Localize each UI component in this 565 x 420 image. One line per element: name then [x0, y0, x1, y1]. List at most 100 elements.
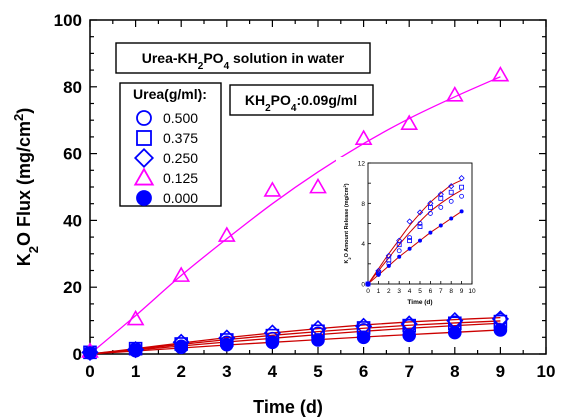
- legend-marker: [133, 167, 155, 186]
- inset-y-tick-label: 12: [358, 161, 366, 168]
- data-point-0-125: [354, 129, 373, 145]
- inset-x-tick-label: 8: [449, 288, 453, 295]
- inset-x-tick-label: 7: [439, 288, 443, 295]
- x-tick-label: 3: [222, 362, 231, 381]
- inset-y-tick-label: 4: [361, 241, 365, 248]
- data-point-0-000: [128, 343, 143, 358]
- x-tick-label: 1: [131, 362, 140, 381]
- inset-fit-line: [367, 179, 462, 285]
- inset-data-point-0-000: [417, 238, 422, 243]
- kh2po4-label: KH2PO4:0.09g/ml: [245, 92, 357, 114]
- inset-background: [336, 157, 484, 312]
- inset-data-point-0-250: [458, 175, 465, 182]
- y-tick-label: 60: [63, 145, 82, 164]
- y-tick-label: 80: [63, 78, 82, 97]
- inset-data-point-0-000: [365, 281, 370, 286]
- annotations: Urea-KH2PO4 solution in water KH2PO4:0.09…: [115, 42, 374, 207]
- x-tick-label: 0: [85, 362, 94, 381]
- data-point-0-000: [174, 340, 188, 355]
- data-point-0-125: [400, 114, 419, 130]
- inset-x-tick-label: 10: [468, 288, 476, 295]
- data-point-0-000: [265, 335, 280, 350]
- inset-x-tick-label: 2: [387, 288, 391, 295]
- inset-x-tick-label: 4: [408, 288, 412, 295]
- data-point-0-125: [445, 86, 464, 102]
- legend-label: 0.250: [163, 150, 198, 166]
- data-point-0-125: [172, 266, 191, 282]
- inset-data-point-0-250: [427, 200, 434, 207]
- inset-fit-line: [367, 189, 462, 285]
- legend-marker: [133, 147, 155, 169]
- legend-label: 0.500: [163, 110, 198, 126]
- inset-data-point-0-500: [396, 248, 402, 254]
- inset-x-tick-label: 6: [429, 288, 433, 295]
- inset-x-tick-label: 9: [460, 288, 464, 295]
- solution-label-box: [115, 42, 371, 74]
- legend-label: 0.000: [163, 190, 198, 206]
- data-point-0-000: [402, 328, 417, 343]
- inset-data-point-0-250: [416, 209, 424, 216]
- legend-label: 0.375: [163, 130, 198, 146]
- inset-data-point-0-500: [459, 193, 465, 199]
- inset-x-tick-label: 1: [377, 288, 381, 295]
- x-tick-label: 9: [496, 362, 505, 381]
- legend-marker: [136, 190, 152, 206]
- kh2po4-label-box: [229, 84, 374, 116]
- x-axis-label: Time (d): [253, 397, 323, 417]
- legend-title: Urea(g/ml):: [133, 86, 207, 102]
- inset-data-point-0-250: [448, 183, 455, 190]
- inset-data-point-0-000: [407, 246, 412, 251]
- y-tick-label: 20: [63, 278, 82, 297]
- inset-y-axis-label: K2O Amount Release (mg/cm2): [342, 183, 352, 263]
- fit-line: [89, 320, 501, 355]
- x-tick-label: 8: [450, 362, 459, 381]
- data-point-0-125: [263, 181, 282, 197]
- inset-y-tick-label: 8: [361, 201, 365, 208]
- inset-data-point-0-000: [386, 263, 391, 268]
- fit-line: [89, 76, 501, 355]
- inset-data-point-0-500: [417, 221, 423, 226]
- data-point-0-125: [309, 177, 327, 194]
- inset-data-point-0-000: [397, 254, 402, 259]
- data-point-0-125: [217, 226, 236, 242]
- inset-x-tick-label: 5: [418, 288, 422, 295]
- y-tick-label: 0: [73, 345, 82, 364]
- inset-fit-line: [367, 210, 462, 285]
- x-tick-label: 5: [313, 362, 322, 381]
- inset-data-point-0-375: [459, 184, 465, 190]
- inset-data-point-0-500: [448, 198, 454, 204]
- fit-line: [89, 322, 501, 355]
- x-tick-label: 10: [537, 362, 556, 381]
- data-point-0-000: [311, 333, 325, 347]
- data-point-0-125: [491, 65, 510, 82]
- data-point-0-000: [493, 323, 508, 337]
- inset-data-point-0-375: [407, 238, 413, 244]
- fit-line: [89, 316, 501, 355]
- inset-data-point-0-000: [449, 216, 454, 221]
- fit-line: [89, 329, 501, 355]
- inset-data-point-0-500: [427, 211, 433, 216]
- x-tick-label: 4: [268, 362, 278, 381]
- inset-data-point-0-500: [438, 204, 444, 210]
- inset-data-point-0-500: [407, 235, 413, 241]
- inset-data-point-0-000: [376, 272, 381, 277]
- inset-data-point-0-250: [385, 252, 392, 259]
- inset-x-tick-label: 0: [366, 288, 370, 295]
- inset-data-point-0-375: [448, 189, 454, 195]
- y-tick-label: 40: [63, 211, 82, 230]
- y-tick-label: 100: [54, 11, 82, 30]
- legend-marker: [136, 130, 152, 146]
- data-point-0-000: [83, 346, 97, 360]
- x-tick-label: 7: [404, 362, 413, 381]
- inset-data-point-0-250: [437, 191, 444, 198]
- inset-data-point-0-375: [417, 224, 423, 229]
- inset-data-point-0-000: [428, 230, 433, 235]
- inset-data-point-0-000: [438, 223, 443, 228]
- inset-y-tick-label: 0: [361, 282, 365, 289]
- inset-x-tick-label: 3: [397, 288, 401, 295]
- x-tick-label: 2: [176, 362, 185, 381]
